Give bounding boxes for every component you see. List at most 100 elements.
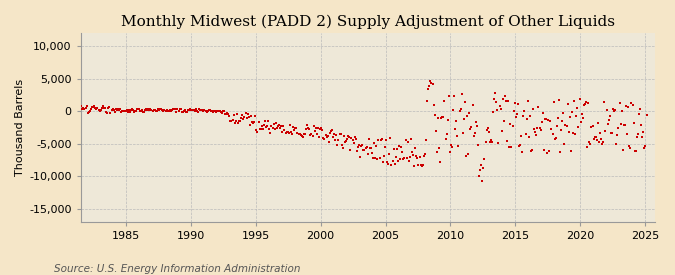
Point: [555, 149, 566, 154]
Point: [181, 110, 192, 114]
Point: [475, 168, 485, 173]
Point: [345, 148, 356, 152]
Point: [539, 148, 549, 153]
Point: [428, 103, 439, 107]
Point: [596, 136, 607, 141]
Point: [389, 162, 400, 166]
Point: [343, 133, 354, 138]
Point: [383, 161, 394, 166]
Point: [178, 109, 188, 114]
Point: [625, 146, 636, 150]
Point: [554, 98, 564, 102]
Point: [115, 107, 126, 112]
Point: [553, 116, 564, 120]
Point: [295, 133, 306, 138]
Point: [494, 104, 505, 108]
Point: [210, 109, 221, 113]
Point: [416, 164, 427, 169]
Point: [359, 148, 370, 152]
Point: [584, 139, 595, 144]
Point: [180, 108, 190, 112]
Point: [610, 108, 620, 112]
Point: [559, 142, 570, 146]
Point: [282, 130, 293, 134]
Point: [395, 157, 406, 161]
Point: [265, 131, 276, 135]
Point: [101, 110, 111, 114]
Point: [417, 163, 428, 167]
Point: [458, 131, 468, 135]
Point: [574, 97, 585, 101]
Point: [113, 108, 124, 113]
Point: [573, 125, 584, 129]
Point: [119, 108, 130, 113]
Point: [435, 160, 446, 164]
Point: [279, 128, 290, 133]
Point: [303, 126, 314, 131]
Point: [206, 109, 217, 113]
Point: [394, 144, 404, 148]
Point: [219, 112, 230, 116]
Point: [485, 138, 496, 143]
Point: [165, 108, 176, 112]
Point: [481, 128, 492, 132]
Point: [86, 105, 97, 110]
Point: [382, 160, 393, 164]
Point: [425, 79, 436, 83]
Point: [390, 155, 401, 160]
Point: [86, 106, 97, 111]
Point: [570, 132, 580, 137]
Point: [222, 110, 233, 115]
Point: [608, 107, 618, 111]
Point: [500, 94, 510, 98]
Point: [238, 117, 249, 122]
Point: [163, 109, 174, 113]
Point: [468, 134, 479, 139]
Point: [138, 110, 149, 114]
Point: [470, 120, 481, 124]
Point: [298, 132, 309, 136]
Point: [467, 103, 478, 108]
Point: [455, 107, 466, 112]
Point: [132, 107, 143, 111]
Point: [618, 123, 629, 127]
Point: [234, 119, 244, 124]
Point: [133, 107, 144, 111]
Point: [392, 147, 402, 151]
Point: [99, 106, 109, 111]
Point: [252, 130, 263, 134]
Point: [199, 107, 210, 112]
Point: [161, 108, 172, 113]
Point: [236, 116, 246, 120]
Point: [532, 126, 543, 130]
Point: [264, 127, 275, 131]
Point: [196, 108, 207, 113]
Point: [273, 124, 284, 129]
Point: [452, 134, 463, 138]
Point: [288, 125, 298, 129]
Point: [370, 156, 381, 160]
Point: [176, 110, 187, 114]
Point: [582, 145, 593, 149]
Point: [151, 109, 162, 114]
Point: [296, 134, 307, 139]
Point: [406, 150, 417, 154]
Point: [280, 131, 291, 135]
Point: [73, 109, 84, 114]
Point: [145, 107, 156, 111]
Point: [490, 91, 501, 95]
Point: [106, 108, 117, 112]
Point: [443, 94, 454, 98]
Point: [593, 120, 603, 125]
Point: [613, 126, 624, 131]
Point: [431, 150, 442, 155]
Point: [431, 129, 441, 133]
Point: [298, 134, 308, 139]
Point: [320, 133, 331, 137]
Point: [518, 113, 529, 118]
Point: [521, 117, 532, 122]
Point: [205, 107, 215, 112]
Point: [330, 138, 341, 142]
Point: [178, 109, 189, 113]
Point: [498, 119, 509, 123]
